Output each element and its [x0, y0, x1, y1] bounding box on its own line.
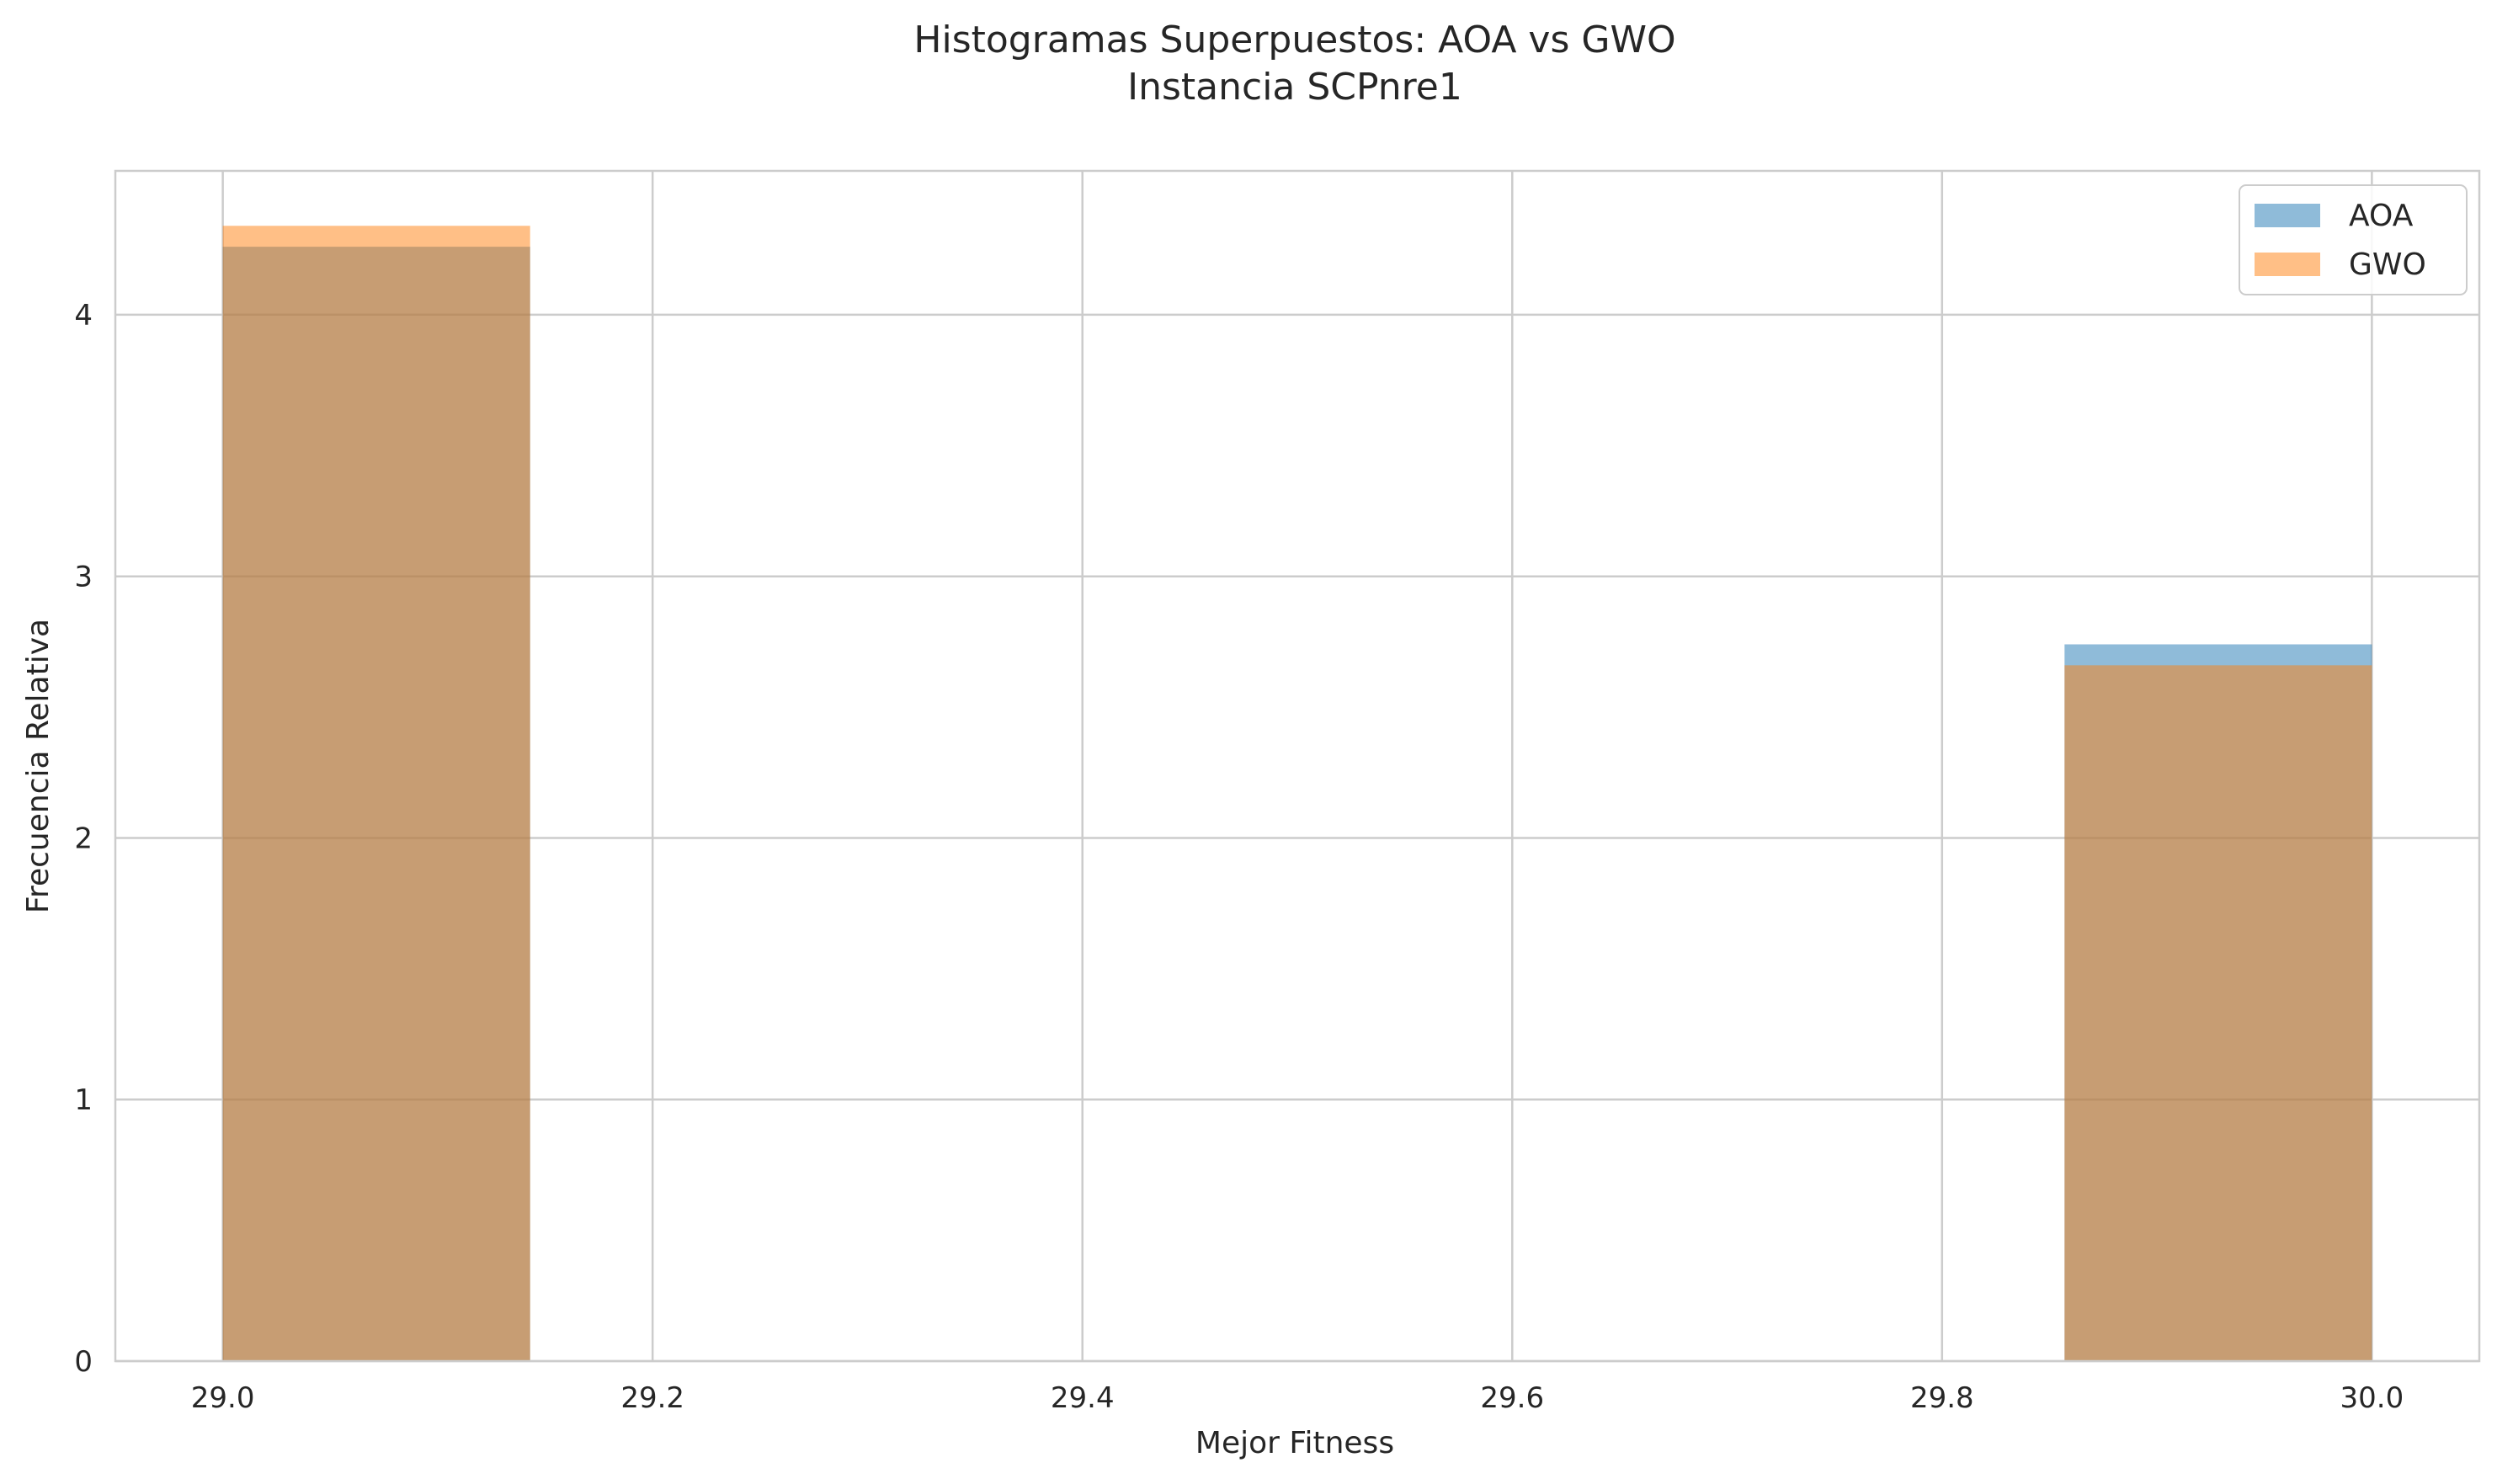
x-tick-label: 29.8 — [1910, 1381, 1974, 1415]
y-axis-ticks: 0 1 2 3 4 — [74, 299, 93, 1379]
chart-subtitle: Instancia SCPnre1 — [1127, 66, 1462, 109]
chart-title: Histogramas Superpuestos: AOA vs GWO — [913, 19, 1675, 61]
x-axis-ticks: 29.0 29.2 29.4 29.6 29.8 30.0 — [191, 1381, 2404, 1415]
x-tick-label: 29.0 — [191, 1381, 255, 1415]
legend-label-aoa: AOA — [2349, 199, 2414, 233]
legend-swatch-gwo — [2255, 253, 2320, 276]
y-axis-label: Frecuencia Relativa — [21, 619, 56, 913]
y-tick-label: 1 — [74, 1083, 93, 1117]
legend: AOA GWO — [2239, 184, 2468, 295]
legend-swatch-aoa — [2255, 204, 2320, 227]
x-axis-label: Mejor Fitness — [1195, 1426, 1394, 1460]
x-tick-label: 30.0 — [2340, 1381, 2404, 1415]
histogram-bars — [222, 226, 2372, 1362]
x-tick-label: 29.6 — [1480, 1381, 1544, 1415]
bar-gwo — [2064, 665, 2372, 1361]
bar-gwo — [222, 226, 530, 1362]
x-tick-label: 29.2 — [620, 1381, 684, 1415]
y-tick-label: 4 — [74, 299, 93, 332]
plot-frame — [114, 169, 2481, 1363]
x-tick-label: 29.4 — [1051, 1381, 1115, 1415]
y-tick-label: 3 — [74, 561, 93, 594]
legend-label-gwo: GWO — [2349, 247, 2426, 282]
y-tick-label: 0 — [74, 1345, 93, 1379]
y-tick-label: 2 — [74, 822, 93, 855]
